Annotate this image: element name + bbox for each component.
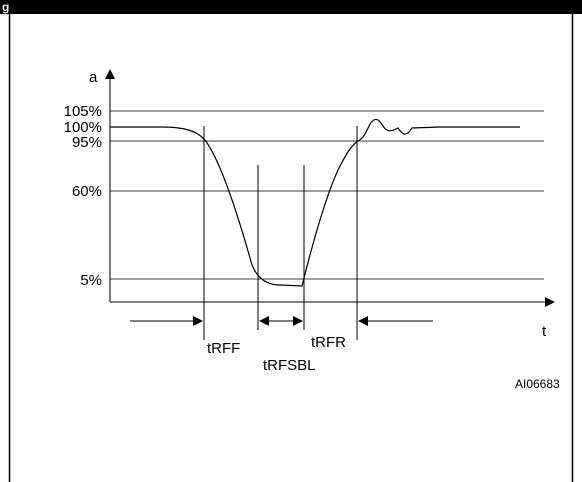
frame-top-bar bbox=[0, 0, 582, 14]
level-labels: 105% 100% 95% 60% 5% bbox=[64, 103, 102, 289]
time-markers bbox=[203, 126, 358, 340]
level-label-5: 5% bbox=[80, 272, 102, 289]
interval-label-tRFSBL: tRFSBL bbox=[263, 357, 316, 374]
level-lines bbox=[110, 110, 544, 280]
level-label-95: 95% bbox=[72, 134, 102, 151]
y-axis-label: a bbox=[89, 69, 98, 86]
waveform-curve bbox=[110, 118, 520, 287]
level-label-105: 105% bbox=[64, 103, 102, 120]
level-label-100: 100% bbox=[64, 119, 102, 136]
axes: a t bbox=[89, 69, 555, 340]
x-axis-label: t bbox=[542, 323, 547, 340]
interval-label-tRFR: tRFR bbox=[311, 334, 346, 351]
level-label-60: 60% bbox=[72, 183, 102, 200]
interval-labels: tRFF tRFSBL tRFR bbox=[207, 334, 346, 374]
interval-label-tRFF: tRFF bbox=[207, 340, 240, 357]
figure-id-code: AI06683 bbox=[515, 377, 560, 391]
header-fragment: g bbox=[2, 0, 9, 14]
